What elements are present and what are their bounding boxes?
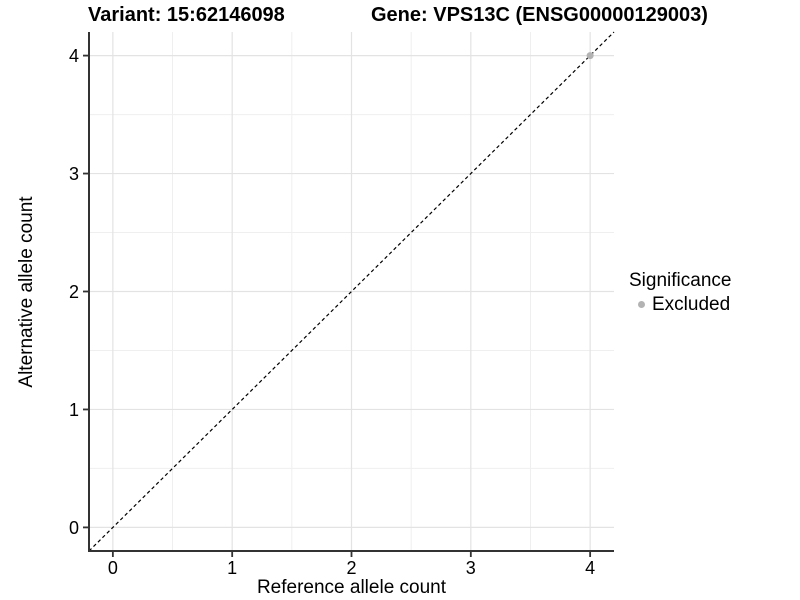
y-tick-label: 4	[69, 46, 79, 66]
legend-point-icon	[638, 301, 645, 308]
plot-title-variant: Variant: 15:62146098	[88, 4, 285, 26]
x-axis-title: Reference allele count	[256, 577, 447, 598]
x-tick-label: 3	[466, 558, 476, 578]
x-tick-label: 0	[108, 558, 118, 578]
identity-line	[88, 31, 615, 552]
legend-entry-label: Excluded	[652, 294, 731, 315]
x-tick-label: 4	[585, 558, 595, 578]
y-axis-title: Alternative allele count	[16, 196, 37, 388]
y-tick-label: 2	[69, 282, 79, 302]
y-tick-label: 3	[69, 164, 79, 184]
legend-title: Significance	[629, 270, 732, 291]
x-tick-label: 2	[346, 558, 356, 578]
y-tick-label: 0	[69, 518, 79, 538]
x-tick-label: 1	[227, 558, 237, 578]
legend: Significance Excluded	[629, 270, 732, 315]
legend-entry-excluded: Excluded	[629, 295, 731, 314]
plot-title-gene: Gene: VPS13C (ENSG00000129003)	[371, 4, 708, 26]
data-point	[586, 52, 594, 60]
y-tick-label: 1	[69, 400, 79, 420]
